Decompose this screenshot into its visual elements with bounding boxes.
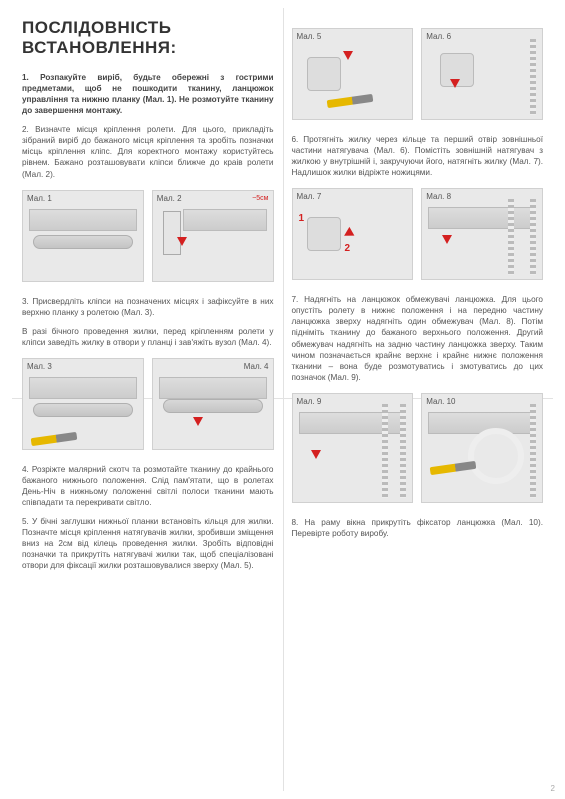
figure-10-label: Мал. 10: [426, 397, 455, 406]
diagram-shape: [163, 399, 263, 413]
chain-icon: [530, 199, 536, 275]
chain-icon: [400, 404, 406, 498]
figure-4-label: Мал. 4: [244, 362, 269, 371]
fig-row-5-6: Мал. 5 Мал. 6: [292, 28, 544, 120]
step-1: 1. Розпакуйте виріб, будьте обережні з г…: [22, 72, 274, 116]
figure-7: Мал. 7 1 2: [292, 188, 414, 280]
step-3: 3. Присвердліть кліпси на позначених міс…: [22, 296, 274, 318]
diagram-shape: [29, 377, 137, 399]
figure-2-label: Мал. 2: [157, 194, 182, 203]
figure-10: Мал. 10: [421, 393, 543, 503]
diagram-shape: [307, 217, 341, 251]
figure-5: Мал. 5: [292, 28, 414, 120]
dimension-5cm: ~5см: [252, 195, 268, 202]
arrow-icon: [450, 79, 460, 88]
figure-6: Мал. 6: [421, 28, 543, 120]
chain-icon: [530, 404, 536, 498]
step-1-text: 1. Розпакуйте виріб, будьте обережні з г…: [22, 73, 274, 115]
screwdriver-icon: [430, 461, 477, 475]
step-5: 5. У бічні заглушки нижньої планки встан…: [22, 516, 274, 571]
fig-row-3-4: Мал. 3 Мал. 4: [22, 358, 274, 450]
step-8: 8. На раму вікна прикрутіть фіксатор лан…: [292, 517, 544, 539]
diagram-shape: [163, 211, 181, 255]
annotation-2: 2: [345, 243, 351, 254]
step-2: 2. Визначте місця кріплення ролети. Для …: [22, 124, 274, 179]
step-7: 7. Надягніть на ланцюжок обмежувачі ланц…: [292, 294, 544, 383]
figure-3-label: Мал. 3: [27, 362, 52, 371]
screwdriver-icon: [326, 94, 373, 108]
arrow-icon: [193, 417, 203, 426]
arrow-icon: [311, 450, 321, 459]
diagram-shape: [33, 235, 133, 249]
figure-8-label: Мал. 8: [426, 192, 451, 201]
annotation-1: 1: [299, 213, 305, 224]
page-number: 2: [551, 784, 555, 793]
arrow-icon: [343, 51, 353, 60]
diagram-shape: [33, 403, 133, 417]
step-6: 6. Протягніть жилку через кільце та перш…: [292, 134, 544, 178]
diagram-shape: [428, 207, 536, 229]
fig-row-7-8: Мал. 7 1 2 Мал. 8: [292, 188, 544, 280]
figure-8: Мал. 8: [421, 188, 543, 280]
figure-9: Мал. 9: [292, 393, 414, 503]
figure-5-label: Мал. 5: [297, 32, 322, 41]
figure-2: Мал. 2 ~5см: [152, 190, 274, 282]
figure-4: Мал. 4: [152, 358, 274, 450]
diagram-shape: [307, 57, 341, 91]
step-3b: В разі бічного проведення жилки, перед к…: [22, 326, 274, 348]
chain-icon: [382, 404, 388, 498]
fig-row-1-2: Мал. 1 Мал. 2 ~5см: [22, 190, 274, 282]
diagram-shape: [299, 412, 407, 434]
figure-9-label: Мал. 9: [297, 397, 322, 406]
right-column: Мал. 5 Мал. 6 6. Протягніть жилку через …: [292, 18, 544, 579]
diagram-shape: [29, 209, 137, 231]
fig-row-9-10: Мал. 9 Мал. 10: [292, 393, 544, 503]
arrow-icon: [442, 235, 452, 244]
page-title: ПОСЛІДОВНІСТЬ ВСТАНОВЛЕННЯ:: [22, 18, 274, 58]
step-4: 4. Розріжте малярний скотч та розмотайте…: [22, 464, 274, 508]
figure-7-label: Мал. 7: [297, 192, 322, 201]
diagram-shape: [159, 377, 267, 399]
diagram-shape: [183, 209, 267, 231]
figure-3: Мал. 3: [22, 358, 144, 450]
chain-icon: [530, 39, 536, 115]
figure-1-label: Мал. 1: [27, 194, 52, 203]
diagram-shape: [468, 428, 524, 484]
arrow-icon: [341, 227, 354, 240]
figure-1: Мал. 1: [22, 190, 144, 282]
left-column: ПОСЛІДОВНІСТЬ ВСТАНОВЛЕННЯ: 1. Розпакуйт…: [22, 18, 274, 579]
column-divider: [283, 8, 284, 791]
screwdriver-icon: [31, 432, 78, 446]
chain-icon: [508, 199, 514, 275]
figure-6-label: Мал. 6: [426, 32, 451, 41]
arrow-icon: [177, 237, 187, 246]
